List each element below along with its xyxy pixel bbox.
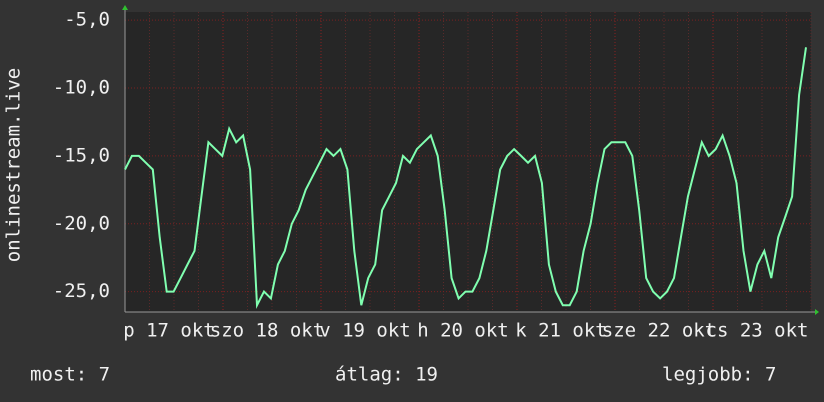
x-tick-label: cs 23 okt [706,320,809,342]
x-tick-label: sze 22 okt [602,320,716,342]
legend-item: most: 7 [30,364,110,386]
line-series [124,47,807,309]
x-tick-label: p 17 okt [123,320,215,342]
x-tick-label: szo 18 okt [210,320,324,342]
legend-item: legjobb: 7 [662,364,776,386]
legend-item: átlag: 19 [335,364,438,386]
y-axis-label: onlinestream.live [3,68,25,262]
y-tick-label: -5,0 [64,9,110,31]
x-tick-label: k 21 okt [515,320,607,342]
y-arrow [122,5,128,10]
x-arrow [815,309,819,315]
x-tick-label: h 20 okt [417,320,509,342]
y-tick-label: -10,0 [53,77,110,99]
x-tick-label: v 19 okt [319,320,411,342]
y-tick-label: -20,0 [53,212,110,234]
y-tick-label: -25,0 [53,280,110,302]
y-tick-label: -15,0 [53,144,110,166]
